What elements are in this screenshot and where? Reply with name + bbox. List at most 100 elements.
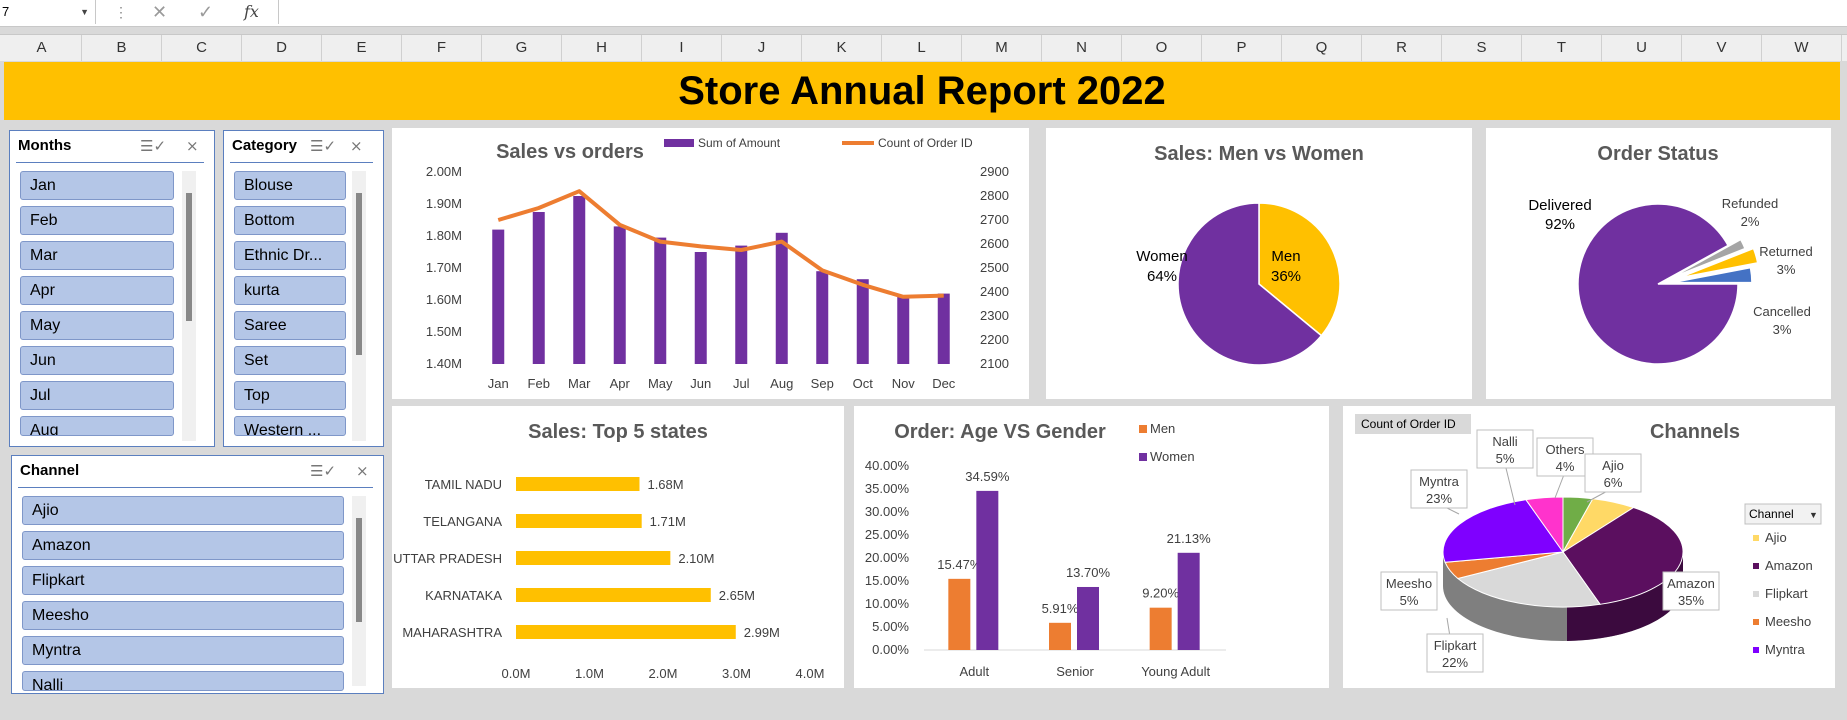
bar[interactable] <box>613 226 626 364</box>
scrollbar-thumb[interactable] <box>186 193 192 321</box>
chart-age-vs-gender[interactable]: Order: Age VS Gender Men Women 0.00% 5.00% 10… <box>854 406 1329 688</box>
scrollbar[interactable] <box>182 171 196 441</box>
slicer-item-category[interactable]: Bottom <box>234 206 346 235</box>
column-header[interactable]: A <box>2 35 82 61</box>
slicer-item-category[interactable]: kurta <box>234 276 346 305</box>
pie-slice[interactable] <box>1442 499 1564 563</box>
scrollbar-thumb[interactable] <box>356 518 362 622</box>
multi-select-icon[interactable]: ☰✓ <box>140 138 167 155</box>
column-header[interactable]: V <box>1682 35 1762 61</box>
column-header[interactable]: C <box>162 35 242 61</box>
slicer-item-months[interactable]: Feb <box>20 206 174 235</box>
clear-filter-icon[interactable]: ⨯ <box>186 138 199 155</box>
slicer-item-channel[interactable]: Myntra <box>22 636 344 665</box>
bar[interactable] <box>1049 622 1071 650</box>
bar[interactable] <box>516 477 640 491</box>
bar[interactable] <box>654 237 667 364</box>
bar[interactable] <box>492 229 505 364</box>
bar[interactable] <box>1177 552 1200 650</box>
bar[interactable] <box>735 245 748 364</box>
chevron-down-icon[interactable]: ▼ <box>1809 510 1818 520</box>
slicer-item-category[interactable]: Top <box>234 381 346 410</box>
column-header[interactable]: G <box>482 35 562 61</box>
bar[interactable] <box>516 551 671 565</box>
multi-select-icon[interactable]: ☰✓ <box>310 138 337 155</box>
pie-slice[interactable] <box>1258 202 1341 337</box>
bar[interactable] <box>516 514 642 528</box>
insert-function-button[interactable]: fx <box>244 2 259 21</box>
chart-top-5-states[interactable]: Sales: Top 5 states TAMIL NADU 1.68M TELANG… <box>392 406 844 688</box>
column-header[interactable]: M <box>962 35 1042 61</box>
column-header[interactable]: S <box>1442 35 1522 61</box>
column-header[interactable]: I <box>642 35 722 61</box>
slicer-item-category[interactable]: Blouse <box>234 171 346 200</box>
multi-select-icon[interactable]: ☰✓ <box>310 463 337 480</box>
pie-slice[interactable] <box>1678 247 1759 279</box>
bar[interactable] <box>573 196 586 364</box>
column-header[interactable]: U <box>1602 35 1682 61</box>
bar[interactable] <box>937 293 950 364</box>
column-header[interactable]: T <box>1522 35 1602 61</box>
column-header[interactable]: F <box>402 35 482 61</box>
slicer-item-channel[interactable]: Amazon <box>22 531 344 560</box>
chart-order-status[interactable]: Order Status Delivered 92% Refunded 2% Return… <box>1486 128 1831 399</box>
slicer-item-months[interactable]: Jul <box>20 381 174 410</box>
pie-slice[interactable] <box>1525 496 1564 554</box>
slicer-item-channel[interactable]: Ajio <box>22 496 344 525</box>
column-header[interactable]: W <box>1762 35 1842 61</box>
bar[interactable] <box>976 490 999 650</box>
pie-slice[interactable] <box>1177 202 1323 366</box>
slicer-item-category[interactable]: Ethnic Dr... <box>234 241 346 270</box>
column-header[interactable]: N <box>1042 35 1122 61</box>
column-header[interactable]: B <box>82 35 162 61</box>
pie-slice[interactable] <box>1670 238 1747 279</box>
bar[interactable] <box>775 232 788 364</box>
scrollbar-thumb[interactable] <box>356 193 362 355</box>
column-header[interactable]: Q <box>1282 35 1362 61</box>
column-header[interactable]: R <box>1362 35 1442 61</box>
bar[interactable] <box>1149 607 1172 650</box>
enter-icon[interactable]: ✓ <box>198 2 214 22</box>
bar[interactable] <box>516 588 711 602</box>
column-header[interactable]: D <box>242 35 322 61</box>
bar[interactable] <box>948 578 971 650</box>
column-header[interactable]: J <box>722 35 802 61</box>
scrollbar[interactable] <box>352 171 366 441</box>
slicer-item-category[interactable]: Set <box>234 346 346 375</box>
column-header[interactable]: O <box>1122 35 1202 61</box>
field-button[interactable] <box>1355 414 1471 434</box>
slicer-item-months[interactable]: Apr <box>20 276 174 305</box>
slicer-item-months[interactable]: Jun <box>20 346 174 375</box>
formula-input[interactable] <box>278 0 1847 24</box>
bar[interactable] <box>1077 586 1099 650</box>
slicer-item-months[interactable]: Aug <box>20 416 174 436</box>
bar[interactable] <box>516 625 736 639</box>
pie-slice[interactable] <box>1577 203 1739 365</box>
chart-sales-vs-orders[interactable]: Sales vs orders Sum of Amount Count of Ord… <box>392 128 1029 399</box>
column-header[interactable]: H <box>562 35 642 61</box>
column-header[interactable]: E <box>322 35 402 61</box>
bar[interactable] <box>532 212 545 364</box>
column-header[interactable]: L <box>882 35 962 61</box>
slicer-item-channel[interactable]: Flipkart <box>22 566 344 595</box>
series-line[interactable] <box>497 189 944 299</box>
pie-slice[interactable] <box>1671 266 1753 284</box>
slicer-item-channel[interactable]: Meesho <box>22 601 344 630</box>
legend-filter-button[interactable] <box>1744 503 1822 525</box>
name-box[interactable]: 7 ▼ <box>0 0 96 24</box>
chart-channels[interactable]: Count of Order ID Channels Channel ▼ Ajio Ama… <box>1343 406 1835 688</box>
bar[interactable] <box>694 252 707 364</box>
slicer-item-months[interactable]: Jan <box>20 171 174 200</box>
slicer-item-months[interactable]: Mar <box>20 241 174 270</box>
clear-filter-icon[interactable]: ⨯ <box>350 138 363 155</box>
slicer-item-months[interactable]: May <box>20 311 174 340</box>
chart-sales-men-women[interactable]: Sales: Men vs Women Men 36% Women 64% <box>1046 128 1472 399</box>
pie-slice[interactable] <box>1456 551 1601 608</box>
chevron-down-icon[interactable]: ▼ <box>80 7 89 17</box>
scrollbar[interactable] <box>352 496 366 686</box>
pie-slice[interactable] <box>1562 506 1684 605</box>
grip-icon[interactable]: ⋮ <box>114 4 128 20</box>
column-header[interactable]: K <box>802 35 882 61</box>
bar[interactable] <box>816 271 829 364</box>
slicer-item-channel[interactable]: Nalli <box>22 671 344 691</box>
